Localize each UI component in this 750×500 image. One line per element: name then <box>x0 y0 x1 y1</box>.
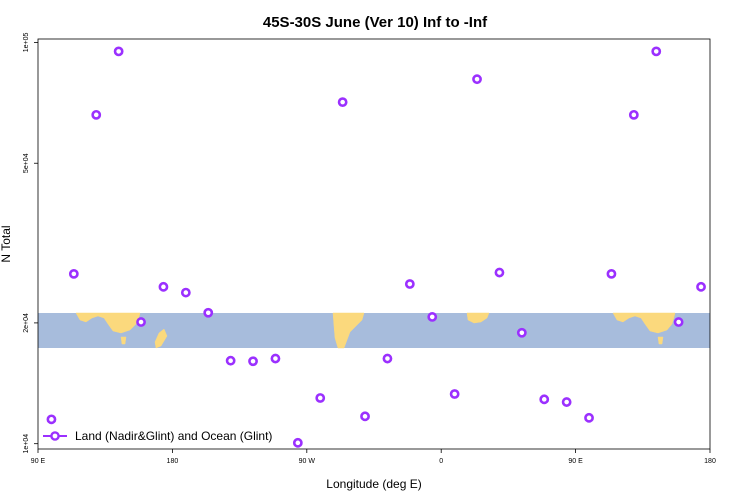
plot-frame <box>37 38 711 450</box>
data-point <box>292 437 303 448</box>
data-point <box>539 394 550 405</box>
x-tick-label: 90 W <box>299 458 316 465</box>
data-point <box>427 312 438 322</box>
data-point <box>472 74 482 85</box>
data-point <box>651 46 662 57</box>
y-tick-label: 1e+04 <box>23 434 30 454</box>
data-point <box>696 281 706 292</box>
data-point <box>360 411 370 422</box>
x-tick-label: 180 <box>167 458 179 465</box>
data-point <box>248 356 258 367</box>
data-point <box>561 397 572 407</box>
x-tick-label: 0 <box>439 458 443 465</box>
land-south-america <box>332 312 365 349</box>
x-tick-label: 90 E <box>31 458 46 465</box>
legend: Land (Nadir&Glint) and Ocean (Glint) <box>43 429 272 443</box>
data-point <box>91 109 102 120</box>
data-point <box>113 46 124 57</box>
y-tick-label: 5e+04 <box>23 153 30 173</box>
data-point <box>584 412 594 423</box>
data-point <box>628 109 639 120</box>
data-point <box>46 414 57 425</box>
data-point <box>203 307 214 318</box>
data-point <box>516 327 527 338</box>
x-tick-label: 180 <box>704 458 716 465</box>
land-new-zealand <box>154 328 168 349</box>
ocean-band <box>38 313 710 348</box>
data-point <box>606 268 617 279</box>
y-tick-label: 1e+05 <box>23 33 30 53</box>
y-axis: 1e+04 2e+04 5e+04 1e+05 <box>23 33 38 454</box>
data-point <box>180 287 191 298</box>
data-point <box>673 317 684 327</box>
y-axis-label: N Total <box>0 225 13 262</box>
land-tasmania-repeat <box>657 336 664 345</box>
x-tick-label: 90 E <box>568 458 583 465</box>
legend-label: Land (Nadir&Glint) and Ocean (Glint) <box>75 429 272 443</box>
y-tick-label: 2e+04 <box>23 313 30 333</box>
land-australia-repeat <box>612 312 676 334</box>
data-point <box>337 97 348 108</box>
data-point <box>315 393 326 403</box>
x-axis: 90 E 180 90 W 0 90 E 180 <box>31 449 716 465</box>
x-axis-label: Longitude (deg E) <box>326 477 421 491</box>
data-points <box>46 46 706 448</box>
land-southern-africa <box>466 312 490 324</box>
legend-marker <box>50 431 60 441</box>
land-tasmania <box>120 336 127 345</box>
data-point <box>225 355 236 366</box>
data-point <box>136 317 146 327</box>
data-point <box>404 279 415 289</box>
data-point <box>494 267 505 278</box>
chart-title: 45S-30S June (Ver 10) Inf to -Inf <box>263 14 488 31</box>
data-point <box>68 268 79 279</box>
data-point <box>449 389 460 399</box>
data-point <box>270 353 281 364</box>
map-band <box>38 312 710 349</box>
data-point <box>382 353 393 364</box>
data-point <box>158 281 169 292</box>
